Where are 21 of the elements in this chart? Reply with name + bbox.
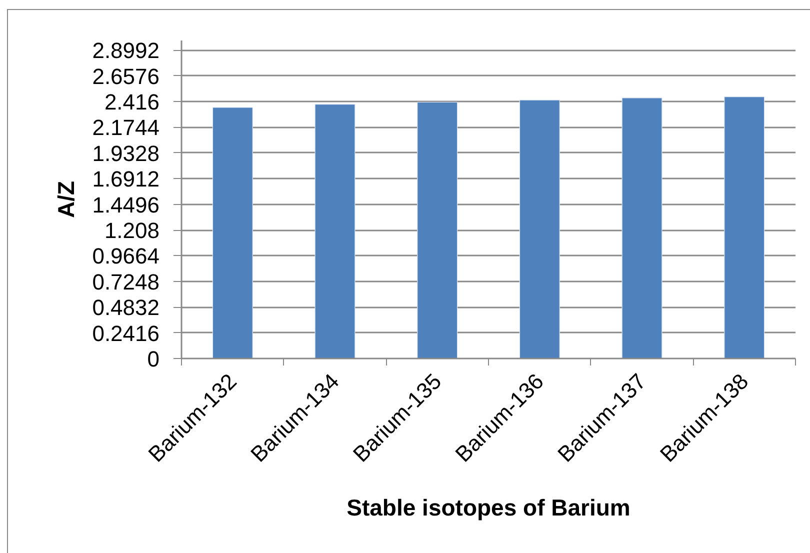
y-axis-title: A/Z (53, 180, 80, 218)
y-tick-label: 0 (147, 346, 160, 372)
y-tick-label: 0.9664 (92, 244, 160, 269)
y-tick-label: 2.8992 (92, 38, 160, 64)
bar (212, 107, 253, 358)
y-tick-label: 1.208 (104, 218, 160, 244)
y-tick-label: 0.2416 (92, 320, 160, 346)
y-tick-label: 2.416 (104, 90, 160, 115)
bar (417, 102, 458, 358)
y-tick-label: 1.4496 (92, 192, 160, 218)
y-tick-label: 2.1744 (92, 115, 160, 140)
bar (622, 98, 662, 358)
y-tick-label: 1.6912 (92, 166, 160, 192)
bar (314, 104, 356, 358)
y-tick-label: 0.4832 (92, 295, 160, 320)
y-tick-label: 2.6576 (92, 64, 160, 89)
bar (519, 100, 560, 358)
bar (724, 96, 765, 358)
y-tick-label: 1.9328 (92, 140, 160, 166)
y-tick-label: 0.7248 (92, 269, 160, 294)
x-axis-title: Stable isotopes of Barium (346, 494, 630, 521)
